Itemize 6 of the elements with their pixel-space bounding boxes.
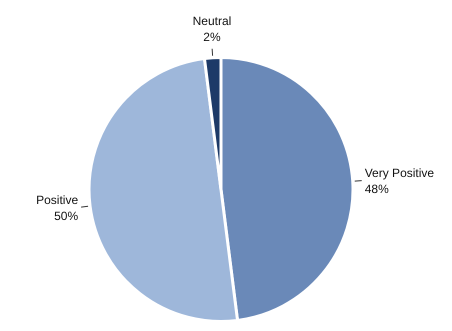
data-label: 48% <box>364 182 390 196</box>
slice-label: Very Positive <box>364 166 434 180</box>
data-label: 2% <box>203 30 221 44</box>
slice-label: Positive <box>36 192 78 207</box>
data-label: 50% <box>54 208 78 223</box>
slice-label: Neutral <box>192 14 232 28</box>
